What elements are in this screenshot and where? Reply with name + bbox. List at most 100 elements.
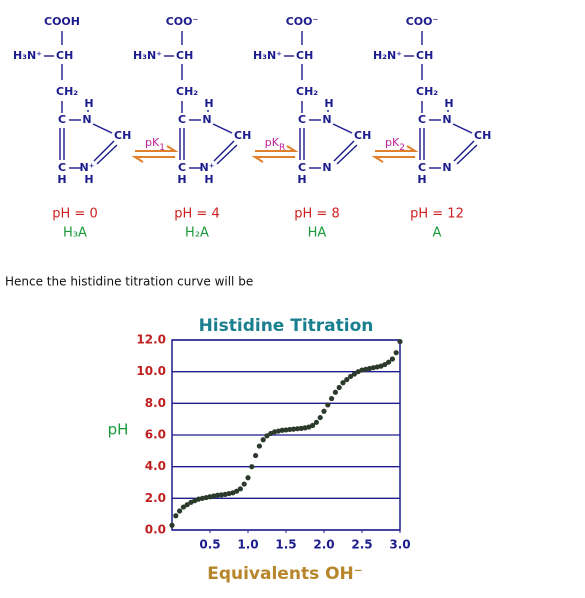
atom-label: CH xyxy=(296,49,313,62)
data-point xyxy=(321,408,327,414)
atom-label: H₃N⁺ xyxy=(133,49,162,62)
data-point xyxy=(237,486,243,492)
atom-label: N xyxy=(82,113,91,126)
atom-label: N xyxy=(322,113,331,126)
data-point xyxy=(351,371,357,377)
atom-label: COO⁻ xyxy=(166,15,199,28)
y-axis-label: pH xyxy=(108,421,129,439)
data-point xyxy=(287,426,293,433)
y-tick-label: 12.0 xyxy=(136,333,166,347)
caption: Hence the histidine titration curve will… xyxy=(5,275,253,289)
bond xyxy=(456,144,478,165)
y-tick-label: 0.0 xyxy=(145,523,166,537)
chart-title: Histidine Titration xyxy=(199,316,374,336)
pk-sub: R xyxy=(279,143,285,153)
bond xyxy=(332,123,353,134)
pk-sub: 2 xyxy=(399,143,405,153)
atom-label: N xyxy=(322,161,331,174)
ph-label: pH = 8 xyxy=(294,207,339,222)
data-point xyxy=(291,426,297,432)
pk-label: pKR xyxy=(265,136,285,153)
x-tick-label: 3.0 xyxy=(389,538,410,552)
data-point xyxy=(310,422,316,429)
arrow-back xyxy=(251,156,295,163)
bond xyxy=(92,123,113,134)
atom-label: CH₂ xyxy=(296,85,318,98)
arrow-forward xyxy=(255,145,299,152)
bond xyxy=(213,140,235,162)
atom-label: C xyxy=(58,113,66,126)
atom-label: C xyxy=(178,161,186,174)
y-tick-label: 2.0 xyxy=(145,491,166,505)
atom-label: COOH xyxy=(44,15,80,28)
atom-label: C xyxy=(298,113,306,126)
data-point xyxy=(393,350,399,356)
x-axis-label: Equivalents OH⁻ xyxy=(207,564,363,584)
data-point xyxy=(386,359,392,365)
atom-label: CH xyxy=(114,129,131,142)
atom-label: CH xyxy=(354,129,371,142)
atom-label: H₃N⁺ xyxy=(13,49,42,62)
pk-label: pK1 xyxy=(145,136,165,153)
data-point xyxy=(283,427,289,433)
data-point xyxy=(218,492,224,498)
data-point xyxy=(344,376,350,383)
data-point xyxy=(253,452,259,459)
ph-label: pH = 12 xyxy=(410,207,464,222)
atom-label: H₃N⁺ xyxy=(253,49,282,62)
atom-label: H xyxy=(324,97,333,110)
bond xyxy=(453,140,475,162)
x-tick-label: 1.5 xyxy=(275,538,296,552)
data-point xyxy=(184,502,190,508)
atom-label: H xyxy=(84,97,93,110)
data-point xyxy=(329,395,335,402)
data-point xyxy=(294,426,300,432)
atom-label: H xyxy=(84,173,93,186)
data-point xyxy=(317,414,323,421)
data-point xyxy=(180,504,186,510)
species-label: H₂A xyxy=(185,226,209,241)
data-point xyxy=(340,380,346,386)
atom-label: H xyxy=(177,173,186,186)
atom-label: H xyxy=(204,173,213,186)
data-point xyxy=(279,427,285,433)
arrow-back xyxy=(131,156,175,163)
data-point xyxy=(177,508,183,514)
atom-label: CH xyxy=(56,49,73,62)
data-point xyxy=(389,356,395,362)
data-point xyxy=(325,402,331,408)
data-point xyxy=(336,384,342,391)
data-point xyxy=(382,361,388,368)
x-tick-label: 0.5 xyxy=(199,538,220,552)
species-label: HA xyxy=(308,226,327,241)
data-point xyxy=(298,425,304,431)
data-point xyxy=(313,419,319,425)
pk-sub: 1 xyxy=(159,143,165,153)
species-label: A xyxy=(433,226,442,241)
bond xyxy=(336,144,358,165)
arrow-forward xyxy=(135,145,179,152)
arrow-back xyxy=(371,156,415,163)
atom-label: CH xyxy=(176,49,193,62)
atom-label: COO⁻ xyxy=(286,15,319,28)
x-tick-label: 2.0 xyxy=(313,538,334,552)
data-point xyxy=(245,475,251,481)
atom-label: H xyxy=(444,97,453,110)
pk-main: pK xyxy=(385,136,400,149)
atom-label: N⁺ xyxy=(199,161,214,174)
y-tick-label: 6.0 xyxy=(145,428,166,442)
atom-label: N⁺ xyxy=(79,161,94,174)
atom-label: COO⁻ xyxy=(406,15,439,28)
data-point xyxy=(215,492,221,498)
atom-label: C xyxy=(418,161,426,174)
pk-main: pK xyxy=(265,136,280,149)
data-point xyxy=(241,481,247,487)
atom-label: N xyxy=(442,113,451,126)
atom-label: H xyxy=(204,97,213,110)
data-point xyxy=(173,513,179,519)
data-point xyxy=(256,443,262,449)
pk-main: pK xyxy=(145,136,160,149)
data-point xyxy=(332,389,338,395)
